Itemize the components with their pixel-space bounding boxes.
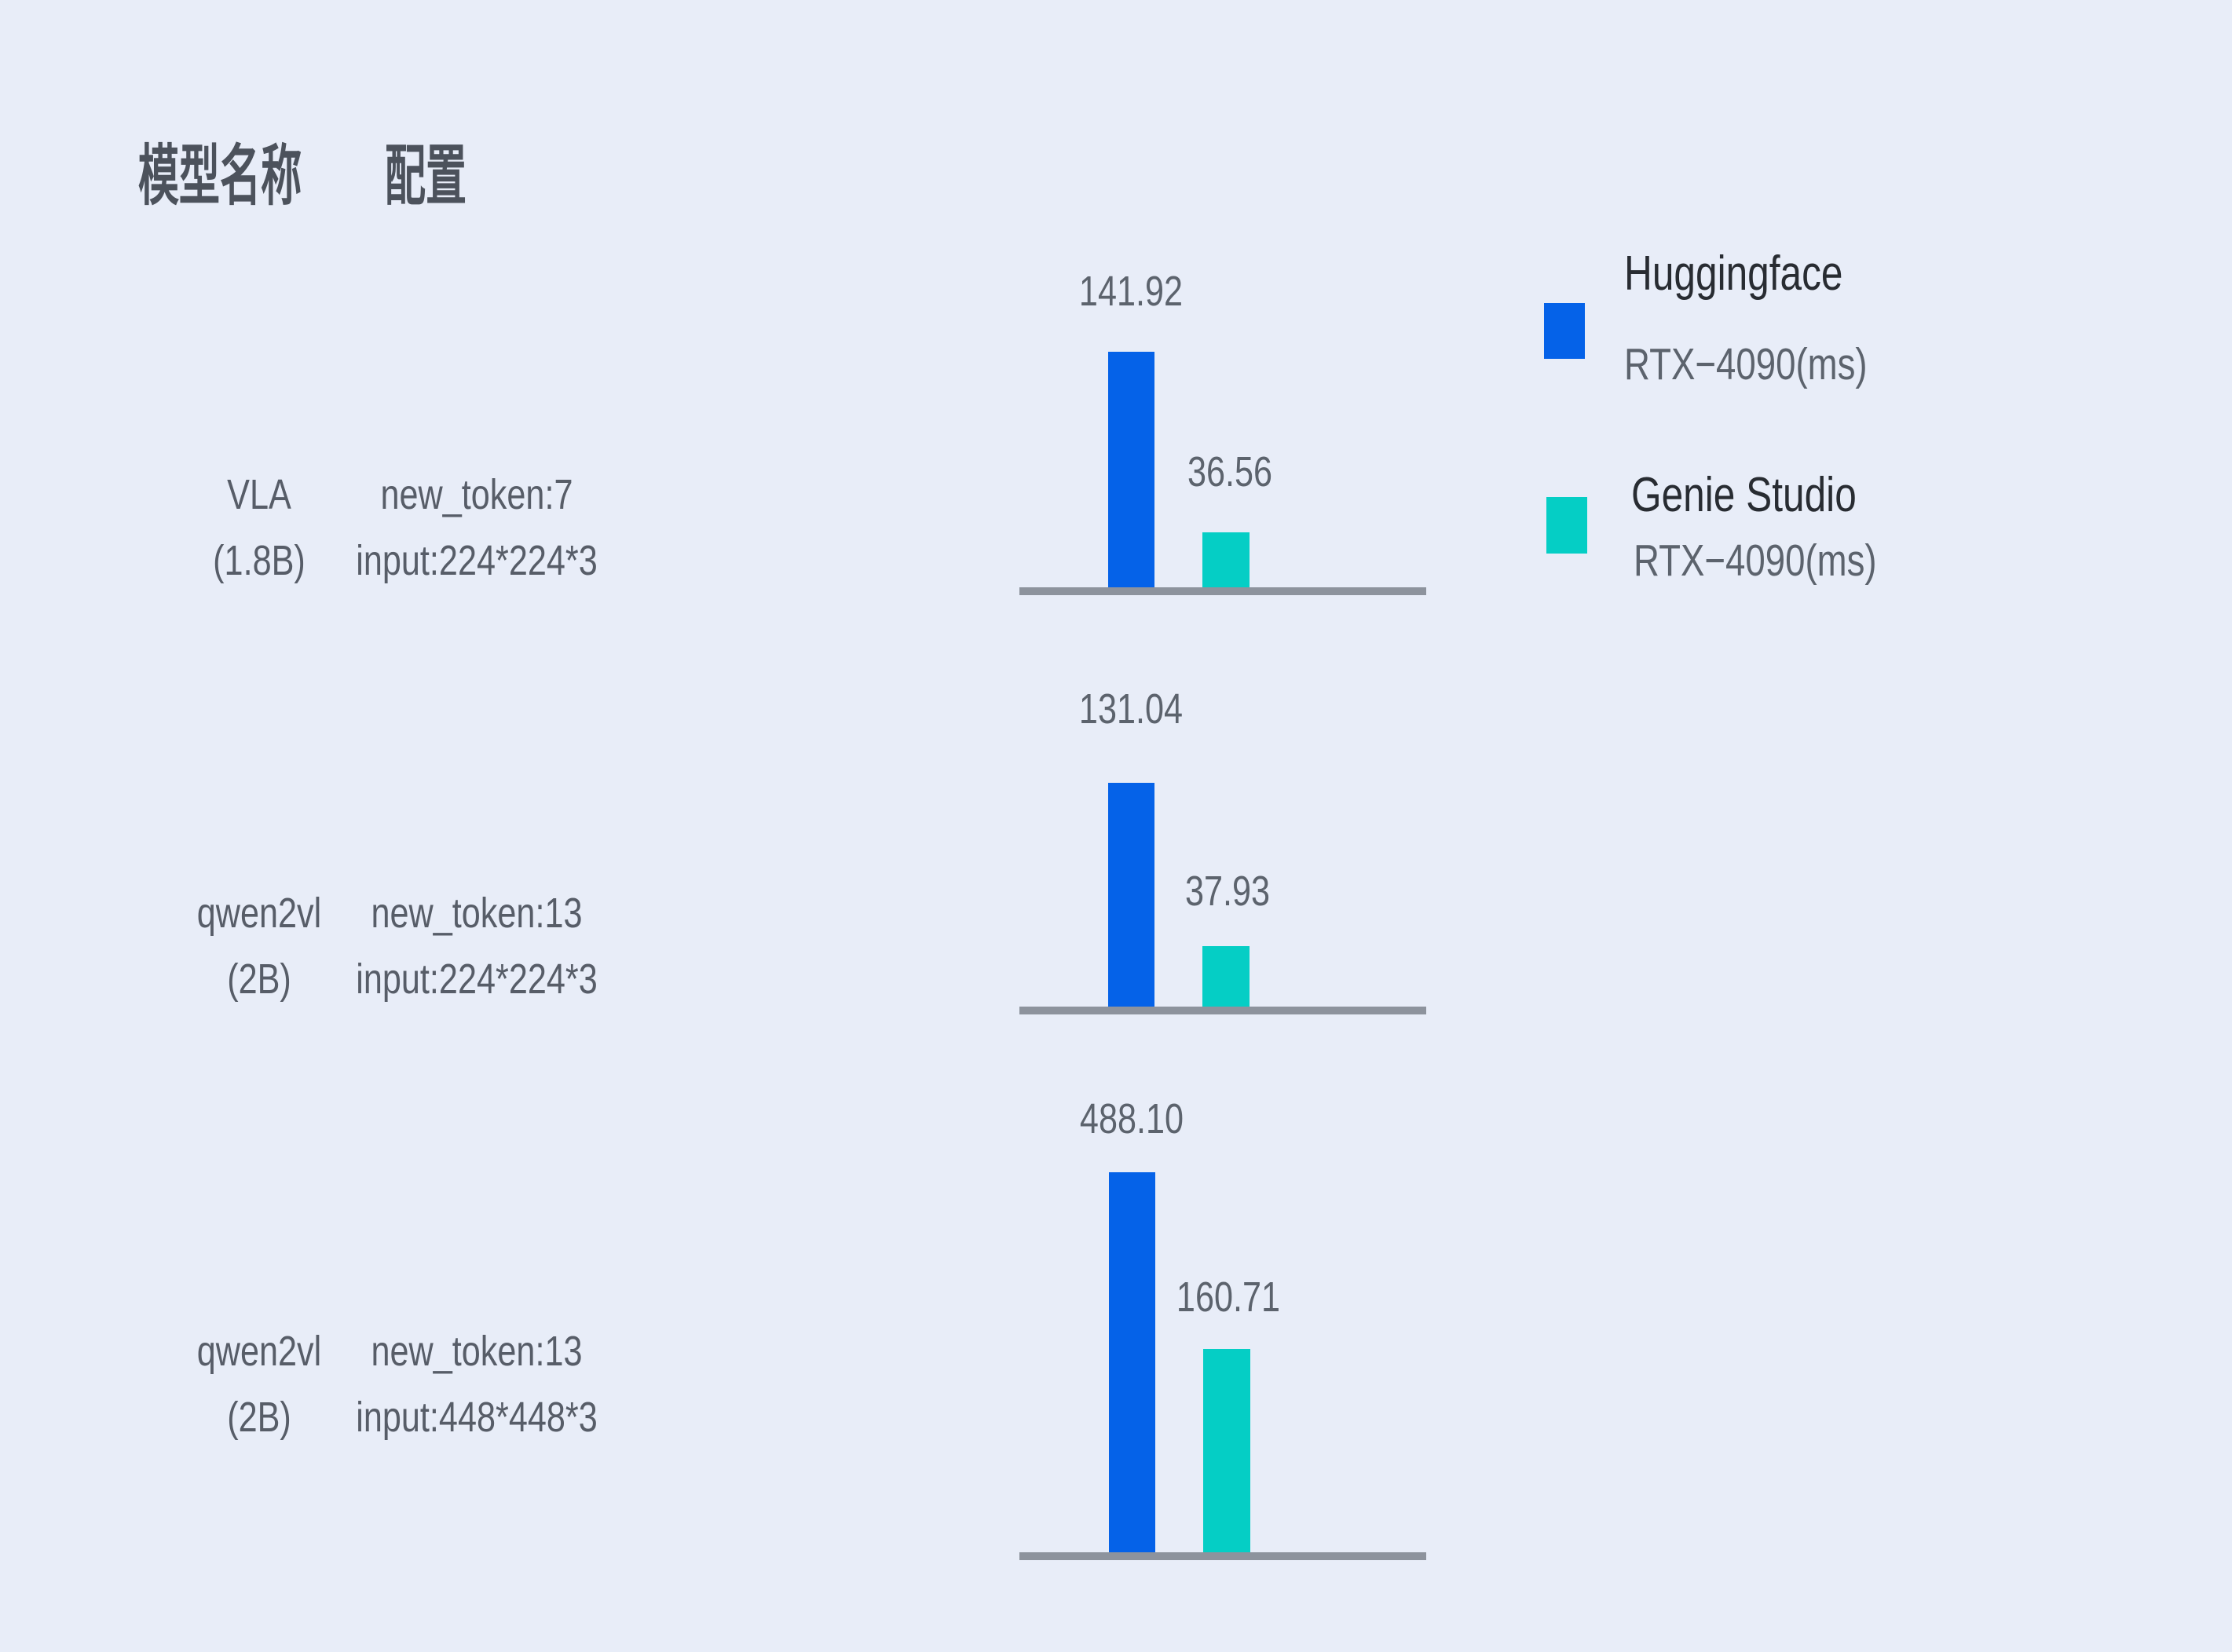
row3-genie-value: 160.71 — [1176, 1274, 1281, 1321]
column-header-config-text: 配置 — [384, 139, 467, 213]
row1-huggingface-value: 141.92 — [1078, 268, 1184, 315]
row1-config-line2: input:224*224*3 — [356, 537, 598, 584]
row2-config: new_token:13 input:224*224*3 — [320, 880, 634, 1012]
column-header-model: 模型名称 — [63, 140, 377, 212]
row3-config-line1: new_token:13 — [371, 1328, 583, 1375]
legend-genie-sub: RTX−4090(ms) — [1634, 535, 1877, 586]
row1-axis-baseline — [1019, 587, 1426, 595]
column-header-model-text: 模型名称 — [137, 139, 302, 213]
column-header-config: 配置 — [269, 140, 583, 212]
row1-model-line1: VLA — [227, 471, 291, 518]
row2-model-line1: qwen2vl — [196, 890, 322, 937]
row2-genie-bar — [1202, 946, 1250, 1007]
row3-model-line2: (2B) — [227, 1394, 291, 1441]
row1-config: new_token:7 input:224*224*3 — [320, 462, 634, 594]
row1-model-name: VLA (1.8B) — [102, 462, 416, 594]
row1-config-line1: new_token:7 — [380, 471, 573, 518]
row2-model-name: qwen2vl (2B) — [102, 880, 416, 1012]
row1-genie-value: 36.56 — [1187, 448, 1273, 495]
legend-genie-swatch — [1546, 497, 1587, 554]
row1-huggingface-bar — [1108, 352, 1154, 587]
row2-huggingface-bar — [1108, 783, 1154, 1007]
row2-config-line2: input:224*224*3 — [356, 956, 598, 1003]
row3-huggingface-bar — [1109, 1172, 1155, 1552]
row3-axis-baseline — [1019, 1552, 1426, 1560]
row2-genie-value: 37.93 — [1184, 868, 1271, 915]
legend-huggingface-sub: RTX−4090(ms) — [1624, 339, 1868, 389]
row3-config: new_token:13 input:448*448*3 — [320, 1318, 634, 1450]
row3-genie-bar — [1203, 1349, 1250, 1552]
row3-config-line2: input:448*448*3 — [356, 1394, 598, 1441]
row3-model-name: qwen2vl (2B) — [102, 1318, 416, 1450]
row3-huggingface-value: 488.10 — [1079, 1095, 1184, 1142]
row3-model-line1: qwen2vl — [196, 1328, 322, 1375]
legend-huggingface-name: Huggingface — [1624, 247, 1843, 301]
legend-genie-name: Genie Studio — [1631, 468, 1857, 522]
legend-huggingface-swatch — [1544, 303, 1585, 359]
row1-genie-bar — [1202, 532, 1250, 587]
row2-huggingface-value: 131.04 — [1078, 685, 1184, 733]
row1-model-line2: (1.8B) — [213, 537, 306, 584]
row2-model-line2: (2B) — [227, 956, 291, 1003]
row2-axis-baseline — [1019, 1007, 1426, 1014]
row2-config-line1: new_token:13 — [371, 890, 583, 937]
